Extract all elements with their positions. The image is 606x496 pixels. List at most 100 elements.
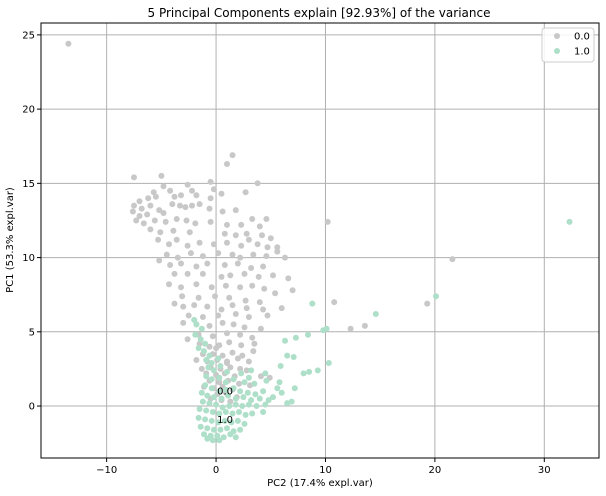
point-s0-133	[232, 311, 239, 317]
point-s0-97	[218, 273, 225, 280]
point-s0-88	[193, 263, 200, 270]
point-s1-59	[240, 394, 247, 401]
point-s0-112	[289, 287, 296, 294]
point-s1-107	[204, 435, 211, 442]
point-s1-44	[260, 388, 267, 395]
point-s0-41	[162, 218, 169, 225]
point-s0-24	[242, 189, 249, 196]
annotation-1: 1.0	[217, 415, 233, 426]
y-tick-label-3: 15	[22, 179, 35, 190]
point-s0-86	[167, 262, 174, 268]
point-s0-132	[215, 312, 222, 319]
point-s0-55	[221, 230, 228, 237]
point-s0-61	[155, 236, 162, 243]
point-s1-20	[215, 355, 222, 362]
point-s1-55	[210, 394, 217, 401]
point-s0-130	[185, 312, 192, 319]
point-s1-85	[195, 414, 202, 421]
point-s1-15	[195, 345, 202, 352]
y-tick-label-1: 5	[29, 327, 35, 338]
point-s0-62	[166, 241, 172, 248]
point-s0-38	[133, 217, 140, 224]
x-axis-ticks: −10 0 10 20 30	[96, 458, 551, 476]
point-s1-95	[210, 426, 217, 433]
point-s0-104	[178, 284, 184, 291]
point-s1-62	[265, 397, 272, 404]
point-s1-0	[566, 218, 573, 225]
point-s1-70	[226, 403, 233, 409]
point-s1-14	[202, 340, 209, 347]
point-s0-142	[257, 325, 264, 332]
point-s0-21	[193, 192, 200, 199]
point-s0-154	[226, 339, 233, 346]
point-s0-66	[210, 241, 217, 248]
point-s0-69	[245, 236, 252, 243]
point-s0-13	[152, 193, 159, 200]
point-s0-102	[285, 275, 292, 282]
point-s0-105	[193, 281, 200, 288]
point-s1-46	[244, 389, 251, 396]
point-s0-181	[236, 380, 242, 387]
y-axis-ticks: 0 5 10 15 20 25	[22, 30, 41, 413]
point-s0-34	[196, 201, 203, 208]
point-s0-2	[224, 161, 230, 167]
point-s0-152	[206, 343, 213, 350]
x-tick-label-4: 30	[538, 465, 551, 476]
point-s1-72	[213, 401, 220, 408]
point-s1-61	[256, 395, 263, 402]
point-s1-21	[205, 364, 212, 371]
point-s0-96	[199, 270, 206, 277]
point-s0-77	[215, 250, 222, 257]
point-s0-115	[212, 293, 218, 300]
point-s0-98	[227, 272, 234, 279]
point-s1-93	[197, 423, 204, 430]
point-s0-108	[237, 284, 244, 291]
point-s0-124	[229, 302, 236, 309]
y-tick-label-2: 10	[22, 253, 35, 264]
point-s0-83	[282, 254, 288, 261]
point-s0-53	[170, 227, 177, 234]
point-s1-83	[249, 410, 256, 417]
point-s0-99	[241, 270, 248, 277]
point-s0-3	[254, 180, 261, 187]
point-s1-75	[196, 406, 203, 412]
point-s0-159	[219, 352, 226, 359]
point-s0-47	[238, 221, 245, 228]
point-s0-167	[245, 358, 252, 365]
point-s0-136	[180, 319, 187, 326]
point-s0-71	[264, 244, 271, 251]
point-s1-54	[204, 392, 211, 399]
x-tick-label-0: −10	[96, 465, 117, 476]
data-points	[65, 40, 573, 444]
point-s0-10	[189, 187, 195, 194]
point-s1-18	[203, 357, 210, 363]
point-s0-29	[160, 210, 167, 216]
point-s0-103	[166, 281, 172, 288]
y-axis-label: PC1 (53.3% expl.var)	[5, 187, 16, 293]
point-s0-131	[199, 314, 206, 320]
point-s0-179	[216, 379, 223, 386]
plot-frame	[40, 22, 600, 459]
point-s0-64	[184, 242, 191, 249]
legend: 0.0 1.0	[541, 27, 595, 63]
point-s0-140	[230, 321, 237, 328]
legend-label-1: 1.0	[574, 47, 590, 58]
point-s0-92	[248, 265, 255, 271]
point-s1-34	[203, 373, 210, 380]
point-s0-107	[222, 282, 229, 289]
point-s1-6	[305, 331, 311, 338]
point-s1-84	[260, 409, 267, 415]
point-s0-49	[256, 223, 263, 230]
point-s0-121	[191, 302, 198, 309]
point-s1-56	[218, 395, 225, 402]
point-s1-66	[253, 403, 260, 409]
point-s1-91	[234, 417, 241, 424]
point-s1-5	[323, 325, 330, 332]
point-s1-16	[201, 348, 207, 355]
point-s0-8	[150, 189, 157, 196]
point-s0-59	[267, 235, 274, 242]
point-s1-82	[242, 411, 249, 418]
point-s0-114	[195, 294, 202, 301]
point-s1-105	[209, 437, 216, 444]
point-s0-44	[192, 220, 199, 227]
